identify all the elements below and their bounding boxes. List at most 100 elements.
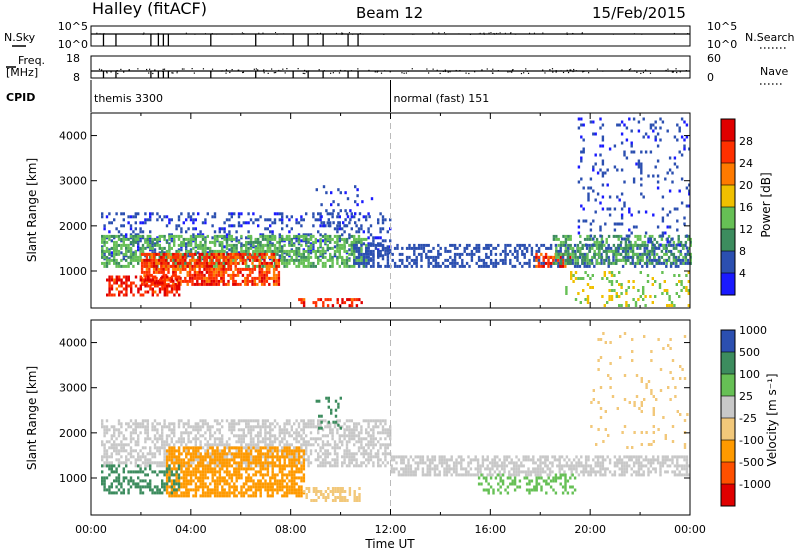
data-cell (360, 425, 363, 429)
data-cell (432, 246, 435, 250)
nave-dot (511, 71, 513, 73)
data-cell (115, 227, 118, 231)
data-cell (273, 425, 277, 429)
data-cell (108, 446, 111, 450)
data-cell (443, 470, 446, 474)
data-cell (544, 252, 548, 256)
data-cell (451, 264, 454, 268)
data-cell (362, 242, 365, 246)
nsearch-dot (504, 32, 506, 34)
data-cell (236, 282, 240, 286)
data-cell (581, 261, 584, 265)
data-cell (636, 252, 640, 256)
data-cell (213, 440, 217, 444)
data-cell (170, 239, 173, 243)
data-cell (137, 234, 140, 238)
nave-dot (176, 70, 178, 72)
data-cell (264, 443, 267, 447)
data-cell (536, 458, 540, 462)
data-cell (345, 419, 349, 423)
data-cell (338, 419, 341, 423)
data-cell (553, 458, 557, 462)
data-cell (523, 243, 526, 247)
data-cell (565, 464, 569, 468)
data-cell (165, 425, 169, 429)
data-cell (220, 255, 223, 259)
data-cell (305, 237, 308, 241)
data-cell (336, 224, 339, 228)
data-cell (577, 117, 581, 121)
data-cell (416, 464, 420, 468)
nsearch-dot (499, 32, 501, 34)
data-cell (426, 458, 429, 462)
data-cell (586, 252, 589, 256)
data-cell (343, 431, 346, 435)
data-cell (572, 458, 576, 462)
data-cell (468, 243, 471, 247)
data-cell (213, 443, 217, 447)
data-cell (245, 422, 248, 426)
data-cell (305, 425, 308, 429)
data-cell (192, 437, 195, 441)
data-cell (345, 443, 349, 447)
data-cell (596, 192, 600, 196)
data-cell (377, 252, 380, 256)
data-cell (486, 455, 489, 459)
data-cell (225, 440, 229, 444)
data-cell (470, 258, 474, 262)
data-cell (348, 248, 351, 252)
data-cell (689, 240, 692, 244)
data-cell (570, 470, 573, 474)
data-cell (218, 227, 221, 231)
data-cell (115, 258, 118, 262)
data-cell (257, 252, 260, 256)
data-cell (379, 458, 382, 462)
data-cell (426, 455, 429, 459)
data-cell (336, 431, 339, 435)
data-cell (132, 230, 135, 234)
data-cell (552, 237, 556, 241)
data-cell (369, 452, 373, 456)
data-cell (643, 240, 647, 244)
data-cell (654, 295, 657, 298)
data-cell (416, 455, 420, 459)
data-cell (464, 467, 468, 471)
data-cell (173, 422, 176, 426)
data-cell (687, 280, 690, 283)
data-cell (324, 249, 327, 253)
data-cell (372, 239, 375, 243)
data-cell (221, 249, 224, 253)
data-cell (154, 281, 157, 285)
data-cell (105, 264, 109, 268)
data-cell (242, 221, 245, 225)
data-cell (624, 243, 628, 247)
data-cell (247, 240, 250, 244)
data-cell (616, 222, 619, 226)
nave-dot (339, 69, 342, 72)
data-cell (535, 243, 538, 247)
data-cell (194, 240, 197, 244)
nave-dot (163, 68, 166, 70)
data-cell (177, 218, 181, 222)
data-cell (168, 246, 171, 250)
data-cell (587, 186, 590, 190)
data-cell (211, 215, 214, 219)
data-cell (369, 258, 373, 262)
data-cell (269, 224, 272, 228)
data-cell (475, 261, 478, 265)
data-cell (215, 279, 218, 283)
data-cell (342, 221, 345, 225)
data-cell (245, 264, 248, 268)
data-cell (113, 428, 116, 432)
data-cell (360, 301, 363, 305)
data-cell (600, 234, 604, 238)
data-cell (269, 464, 272, 468)
data-cell (290, 455, 293, 459)
data-cell (120, 281, 123, 285)
data-cell (141, 230, 145, 234)
data-cell (365, 428, 368, 432)
data-cell (360, 261, 363, 265)
data-cell (379, 422, 382, 426)
data-cell (357, 437, 361, 441)
data-cell (498, 473, 501, 477)
